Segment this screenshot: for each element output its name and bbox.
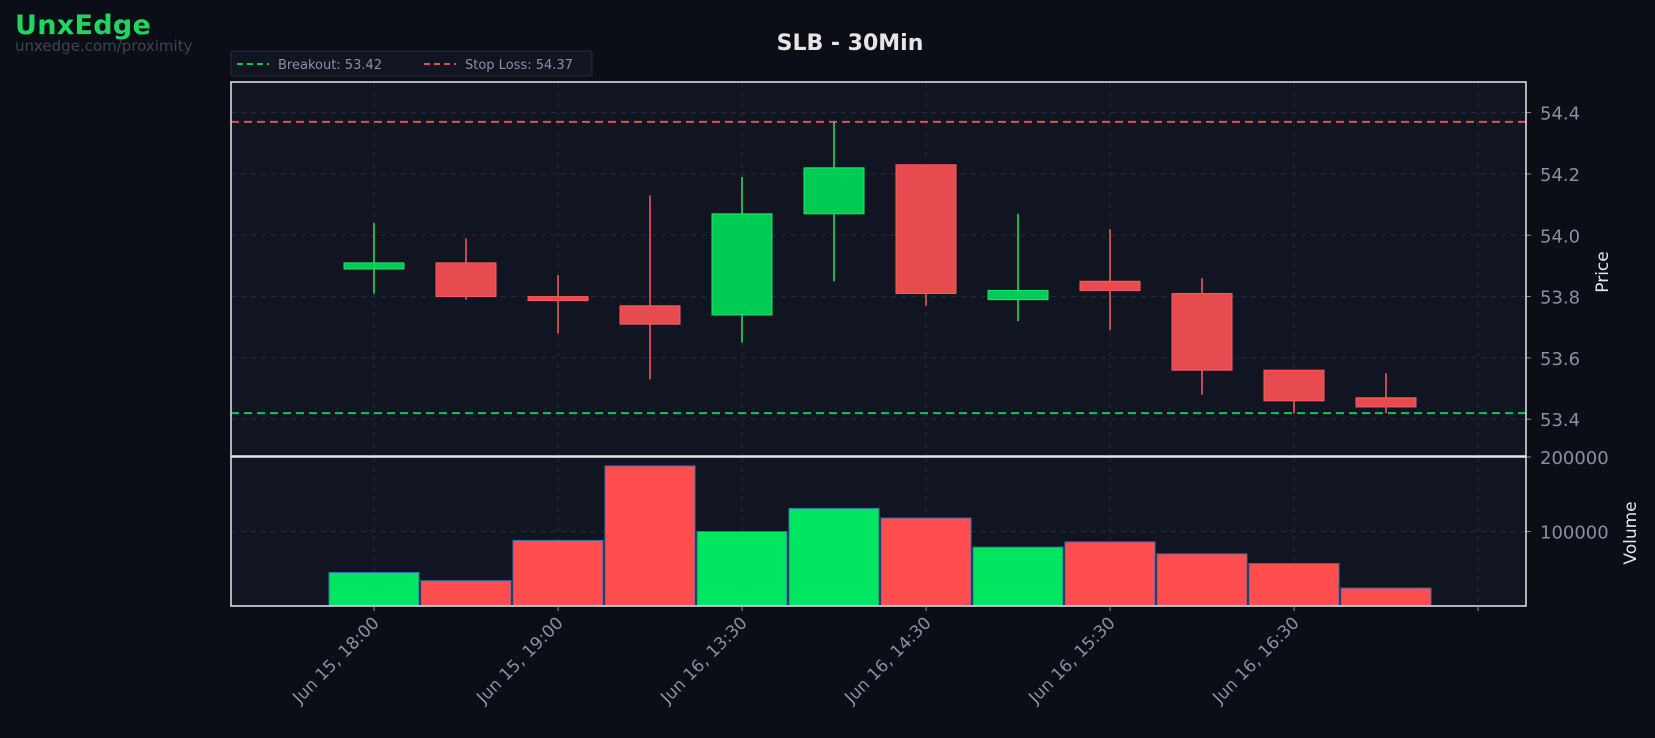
x-tick-label: Jun 16, 15:30 bbox=[1024, 613, 1119, 708]
volume-bar bbox=[1156, 553, 1248, 607]
volume-bar bbox=[1064, 541, 1156, 607]
price-panel-border bbox=[230, 81, 1527, 457]
price-panel-bg bbox=[231, 82, 1526, 456]
brand-url: unxedge.com/proximity bbox=[15, 37, 193, 55]
volume-bar bbox=[880, 517, 972, 607]
candle-body bbox=[711, 213, 773, 316]
x-tick-label: Jun 15, 19:00 bbox=[472, 613, 567, 708]
volume-bar bbox=[696, 531, 788, 607]
x-tick-label: Jun 15, 18:00 bbox=[288, 613, 383, 708]
candle bbox=[895, 164, 957, 306]
volume-bar bbox=[788, 507, 880, 607]
candle bbox=[1263, 369, 1325, 414]
volume-bar bbox=[420, 580, 512, 607]
candle-body bbox=[619, 305, 681, 325]
candle-body bbox=[343, 262, 405, 270]
brand-title: UnxEdge bbox=[15, 10, 152, 41]
price-tick-label: 53.4 bbox=[1540, 410, 1580, 431]
candle bbox=[987, 213, 1049, 322]
volume-tick-label: 200000 bbox=[1540, 448, 1609, 469]
chart-title: SLB - 30Min bbox=[777, 31, 924, 56]
volume-bar bbox=[512, 539, 604, 607]
volume-bar bbox=[328, 571, 420, 607]
x-tick-label: Jun 16, 16:30 bbox=[1208, 613, 1303, 708]
volume-bar bbox=[1340, 587, 1432, 607]
candle-body bbox=[1079, 280, 1141, 291]
candle-body bbox=[987, 289, 1049, 301]
candle-body bbox=[895, 164, 957, 295]
price-axis-label: Price bbox=[1593, 251, 1613, 292]
candle bbox=[1079, 229, 1141, 331]
candle bbox=[343, 223, 405, 294]
legend-breakout-label: Breakout: 53.42 bbox=[278, 58, 382, 73]
candle bbox=[803, 121, 865, 282]
x-axis: Jun 15, 18:00 Jun 15, 19:00 Jun 16, 13:30 J… bbox=[288, 606, 1479, 708]
candle bbox=[435, 238, 497, 300]
candle bbox=[527, 275, 589, 334]
legend-stop-loss-label: Stop Loss: 54.37 bbox=[465, 58, 573, 73]
candle bbox=[619, 195, 681, 380]
candle-body bbox=[1355, 397, 1417, 408]
candle bbox=[1171, 278, 1233, 395]
price-tick-label: 54.2 bbox=[1540, 165, 1580, 186]
candle bbox=[711, 177, 773, 343]
legend: Breakout: 53.42 Stop Loss: 54.37 bbox=[230, 50, 593, 77]
candle-body bbox=[527, 296, 589, 302]
volume-bar bbox=[604, 465, 696, 607]
price-tick-label: 54.0 bbox=[1540, 226, 1580, 247]
legend-box bbox=[230, 50, 593, 77]
price-tick-label: 53.6 bbox=[1540, 349, 1580, 370]
volume-bar bbox=[1248, 563, 1340, 607]
candle-body bbox=[1171, 293, 1233, 371]
candle-body bbox=[1263, 369, 1325, 402]
price-tick-label: 53.8 bbox=[1540, 288, 1580, 309]
volume-panel: 100000 200000 bbox=[230, 448, 1609, 607]
candle-body bbox=[435, 262, 497, 298]
price-tick-label: 54.4 bbox=[1540, 104, 1580, 125]
volume-axis-label: Volume bbox=[1621, 501, 1641, 564]
volume-bar bbox=[972, 546, 1064, 607]
candle bbox=[1355, 373, 1417, 414]
volume-panel-border bbox=[230, 456, 1527, 607]
x-tick-label: Jun 16, 14:30 bbox=[840, 613, 935, 708]
price-panel: 53.4 53.6 53.8 54.0 54.2 54.4 bbox=[230, 81, 1580, 457]
x-tick-label: Jun 16, 13:30 bbox=[656, 613, 751, 708]
candle-body bbox=[803, 167, 865, 215]
volume-tick-label: 100000 bbox=[1540, 523, 1609, 544]
